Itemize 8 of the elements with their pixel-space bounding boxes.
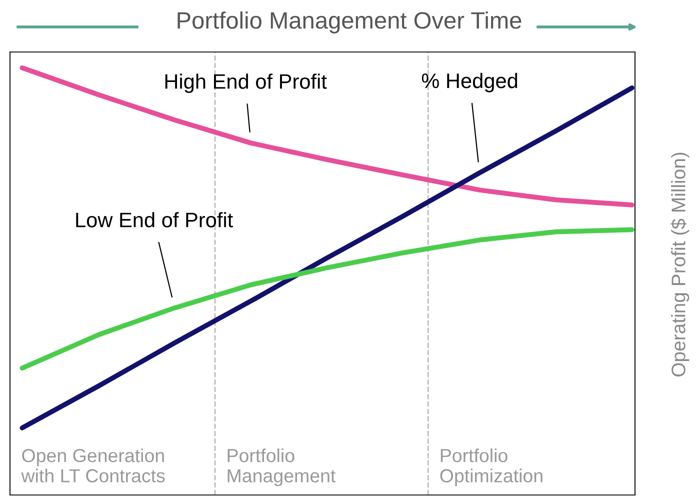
series-label: High End of Profit (165, 74, 327, 93)
text: % Hedged (422, 72, 518, 92)
text: Low End of Profit (76, 212, 233, 228)
annotation: Portfolio Optimization (440, 448, 542, 486)
annotation: Portfolio Management (228, 448, 336, 486)
chart-title: Portfolio Management Over Time (178, 11, 522, 34)
annotation: Open Generation with LT Contracts (21, 448, 165, 482)
y-axis-title: Operating Profit ($ Million) (670, 152, 690, 376)
